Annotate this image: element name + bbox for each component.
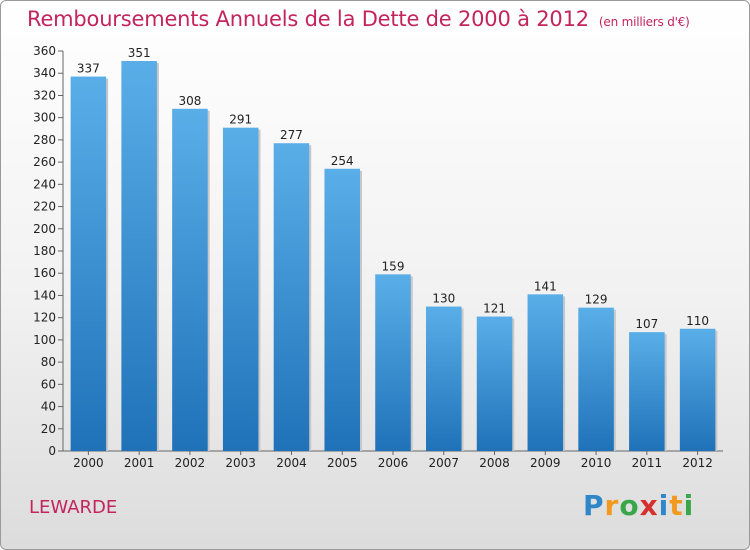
unit-label: (en milliers d'€) [598, 15, 690, 29]
y-tick-label: 40 [41, 400, 56, 414]
y-tick-label: 200 [33, 222, 56, 236]
bar-value-label: 130 [432, 292, 455, 306]
logo-letter: r [604, 489, 620, 522]
bar-value-label: 308 [178, 94, 201, 108]
x-tick-label: 2004 [276, 456, 307, 470]
bar-value-label: 159 [382, 259, 405, 273]
logo-letter: t [669, 489, 684, 522]
bar-value-label: 129 [585, 293, 608, 307]
bar [426, 306, 462, 451]
logo-letter: P [583, 489, 605, 522]
bar-value-label: 254 [331, 154, 354, 168]
bar [527, 294, 564, 451]
logo-letter: x [639, 489, 659, 522]
x-tick-label: 2008 [479, 456, 510, 470]
bar [172, 108, 208, 452]
x-tick-label: 2002 [175, 456, 206, 470]
bar-value-label: 277 [280, 128, 303, 142]
proxiti-logo: Proxiti [583, 489, 694, 522]
x-tick-label: 2007 [428, 456, 459, 470]
bar-value-label: 351 [128, 46, 151, 60]
y-tick-label: 120 [33, 311, 56, 325]
x-tick-label: 2012 [682, 456, 713, 470]
y-tick-label: 160 [33, 266, 56, 280]
y-tick-label: 100 [33, 333, 56, 347]
x-tick-label: 2001 [124, 456, 155, 470]
y-tick-label: 280 [33, 133, 56, 147]
commune-name: LEWARDE [29, 497, 118, 518]
y-tick-label: 320 [33, 88, 56, 102]
logo-letter: o [619, 489, 640, 522]
y-tick-label: 300 [33, 111, 56, 125]
bar [476, 316, 513, 451]
x-tick-label: 2006 [378, 456, 409, 470]
x-tick-label: 2003 [225, 456, 256, 470]
bar-value-label: 121 [483, 302, 506, 316]
x-tick-label: 2011 [632, 456, 663, 470]
logo-letter: i [683, 489, 695, 522]
x-tick-label: 2005 [327, 456, 358, 470]
bar [273, 143, 310, 451]
y-tick-label: 20 [41, 422, 56, 436]
bar-value-label: 337 [77, 62, 100, 76]
y-tick-label: 220 [33, 200, 56, 214]
title-text: Remboursements Annuels de la Dette de 20… [27, 7, 589, 31]
bar [629, 332, 665, 451]
bar [578, 307, 614, 451]
bar [222, 127, 259, 452]
y-tick-label: 180 [33, 244, 56, 258]
y-tick-label: 260 [33, 155, 56, 169]
y-tick-label: 140 [33, 288, 56, 302]
bar [679, 328, 716, 451]
bar [324, 168, 360, 451]
logo-letter: i [658, 489, 670, 522]
y-tick-label: 360 [33, 44, 56, 58]
y-tick-label: 80 [41, 355, 56, 369]
bar [121, 61, 157, 451]
chart-title: Remboursements Annuels de la Dette de 20… [27, 7, 690, 31]
x-tick-label: 2009 [530, 456, 561, 470]
bar-value-label: 141 [534, 279, 557, 293]
y-tick-label: 0 [48, 444, 56, 458]
x-tick-label: 2000 [73, 456, 104, 470]
bar-value-label: 107 [635, 317, 658, 331]
bar [375, 274, 411, 451]
bar [70, 76, 107, 452]
x-tick-label: 2010 [581, 456, 612, 470]
bar-value-label: 291 [229, 113, 252, 127]
y-tick-label: 60 [41, 377, 56, 391]
bar-value-label: 110 [686, 314, 709, 328]
y-tick-label: 240 [33, 177, 56, 191]
y-tick-label: 340 [33, 66, 56, 80]
